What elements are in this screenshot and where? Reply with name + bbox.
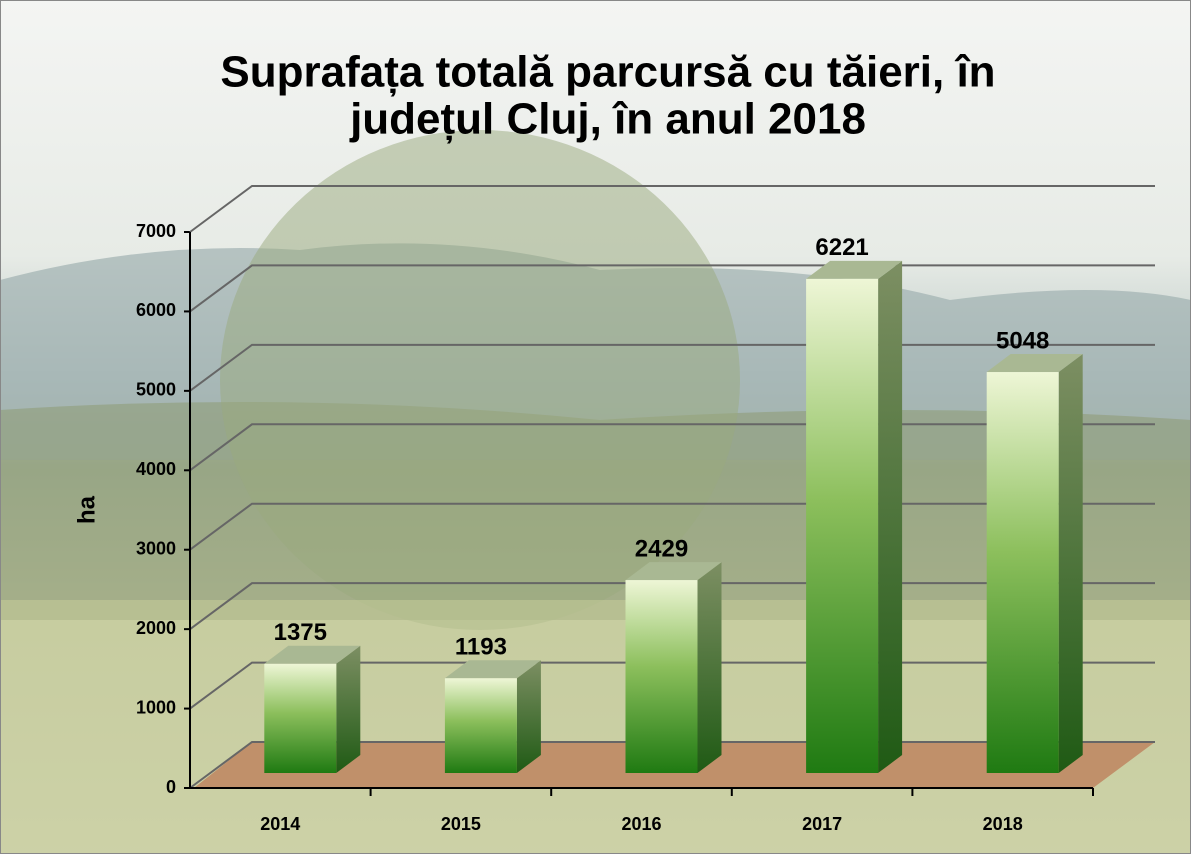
y-tick-label: 4000 [136,459,176,479]
x-tick-label: 2017 [802,814,842,834]
bar-side [517,660,541,773]
y-tick-label: 5000 [136,380,176,400]
x-tick-label: 2015 [441,814,481,834]
chart: Suprafața totală parcursă cu tăieri, în … [0,0,1191,854]
chart-title: județul Cluj, în anul 2018 [349,95,866,144]
data-label: 1375 [274,619,327,646]
bar [445,678,517,773]
bar [264,664,336,773]
data-label: 1193 [455,634,507,661]
y-tick-label: 3000 [136,538,176,558]
data-label: 6221 [815,234,868,261]
x-tick-label: 2018 [983,814,1023,834]
bar-side [698,562,722,773]
bar [806,279,878,773]
data-label: 5048 [996,327,1049,354]
bar [626,580,698,773]
bar-side [1059,354,1083,773]
y-tick-label: 1000 [136,697,176,717]
x-tick-label: 2016 [621,814,661,834]
bar-side [878,261,902,773]
data-label: 2429 [635,535,688,562]
bar [987,372,1059,773]
bar-side [336,646,360,773]
chart-title: Suprafața totală parcursă cu tăieri, în [220,48,995,97]
y-axis-label: ha [73,495,100,524]
y-tick-label: 6000 [136,300,176,320]
y-tick-label: 0 [166,777,176,797]
y-tick-label: 7000 [136,221,176,241]
x-tick-label: 2014 [260,814,300,834]
y-tick-label: 2000 [136,618,176,638]
